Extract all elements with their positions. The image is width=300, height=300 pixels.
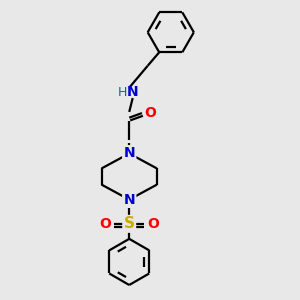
Text: S: S (124, 216, 135, 231)
Text: O: O (144, 106, 156, 120)
Text: N: N (123, 193, 135, 207)
Text: N: N (127, 85, 139, 99)
Text: N: N (123, 146, 135, 161)
Text: O: O (99, 217, 111, 231)
Text: O: O (148, 217, 159, 231)
Text: H: H (118, 86, 127, 99)
